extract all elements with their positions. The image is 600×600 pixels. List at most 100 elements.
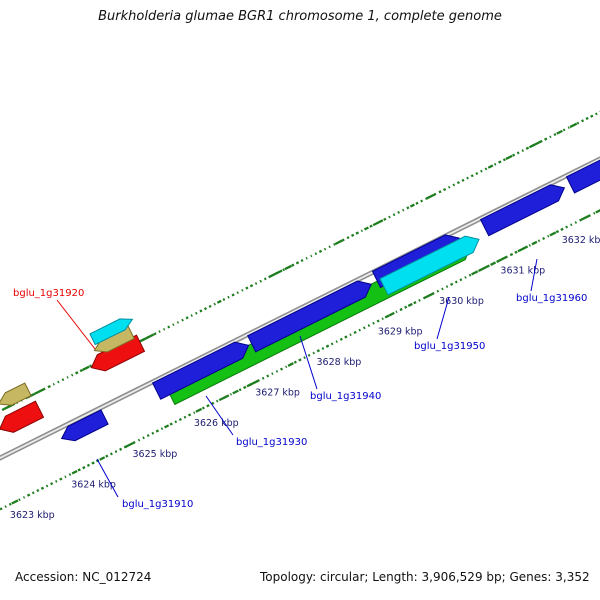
ruler-ring-dash bbox=[595, 112, 598, 116]
ruler-ring-dash bbox=[539, 139, 543, 143]
ruler-ring-dash bbox=[295, 261, 300, 265]
ruler-ring-dash bbox=[353, 330, 357, 335]
kbp-tick-label: 3624 kbp bbox=[71, 479, 116, 490]
ruler-ring-dash bbox=[516, 151, 520, 155]
gene-label-bglu_1g31920[interactable]: bglu_1g31920 bbox=[13, 288, 84, 299]
gene-label-bglu_1g31950[interactable]: bglu_1g31950 bbox=[414, 341, 485, 352]
ruler-ring-dash bbox=[549, 231, 557, 237]
kbp-tick-label: 3625 kbp bbox=[133, 449, 178, 460]
ruler-ring-dash bbox=[484, 167, 488, 171]
gene-label-leader bbox=[56, 299, 96, 350]
ruler-ring-dash bbox=[245, 286, 249, 290]
ruler-ring-dash bbox=[236, 291, 239, 294]
ruler-ring-dash bbox=[335, 340, 338, 343]
ruler-ring-dash bbox=[480, 169, 483, 173]
ruler-ring-dash bbox=[61, 378, 65, 382]
ruler-ring-dash bbox=[26, 493, 31, 497]
ruler-ring-dash bbox=[238, 388, 242, 392]
ruler-ring-dash bbox=[282, 268, 286, 272]
ruler-ring-dash bbox=[574, 221, 578, 224]
ruler-ring-dash bbox=[418, 298, 421, 302]
ruler-ring-dash bbox=[137, 438, 141, 442]
ruler-ring-dash bbox=[585, 116, 589, 121]
ruler-ring-dash bbox=[305, 256, 308, 260]
gene-arrow[interactable] bbox=[565, 145, 600, 194]
ruler-ring-dash bbox=[181, 318, 184, 322]
ruler-ring-dash bbox=[555, 230, 560, 234]
gene-arrow-bglu_1g31960[interactable] bbox=[479, 184, 566, 237]
ruler-ring-dash bbox=[334, 239, 344, 246]
ruler-ring-dash bbox=[477, 269, 481, 273]
gene-label-bglu_1g31910[interactable]: bglu_1g31910 bbox=[122, 499, 193, 510]
ruler-ring-dash bbox=[333, 243, 336, 246]
ruler-ring-dash bbox=[293, 360, 297, 364]
ruler-ring-dash bbox=[71, 469, 78, 475]
ruler-ring-dash bbox=[471, 270, 479, 276]
ruler-ring-dash bbox=[109, 452, 113, 456]
ruler-ring-dash bbox=[79, 368, 84, 373]
gene-arrow[interactable] bbox=[0, 382, 32, 406]
ruler-ring-dash bbox=[531, 140, 542, 147]
ruler-ring-dash bbox=[1, 407, 5, 412]
ruler-ring-dash bbox=[426, 193, 436, 200]
ruler-ring-dash bbox=[372, 321, 375, 325]
gene-label-bglu_1g31940[interactable]: bglu_1g31940 bbox=[310, 391, 381, 402]
ruler-ring-dash bbox=[303, 356, 306, 360]
ruler-ring-dash bbox=[316, 349, 320, 353]
ruler-ring-dash bbox=[249, 284, 254, 288]
ruler-ring-dash bbox=[565, 225, 569, 229]
ruler-ring-dash bbox=[119, 447, 123, 451]
ruler-ring-dash bbox=[392, 213, 396, 217]
ruler-ring-dash bbox=[307, 353, 311, 357]
ruler-ring-dash bbox=[553, 133, 557, 137]
gene-arrow[interactable] bbox=[151, 341, 250, 400]
gene-arrow-bglu_1g31940[interactable] bbox=[247, 280, 372, 353]
gene-arrow[interactable] bbox=[89, 318, 134, 346]
ruler-ring-dash bbox=[590, 114, 594, 118]
gene-label-bglu_1g31930[interactable]: bglu_1g31930 bbox=[236, 437, 307, 448]
ruler-ring-dash bbox=[466, 176, 469, 180]
ruler-ring-dash bbox=[275, 370, 279, 373]
ruler-ring-dash bbox=[355, 231, 360, 235]
ruler-ring-dash bbox=[342, 238, 345, 242]
ruler-ring-dash bbox=[0, 507, 3, 511]
ruler-ring-dash bbox=[45, 484, 49, 488]
ruler-ring-dash bbox=[461, 178, 465, 182]
ruler-ring-dash bbox=[203, 307, 208, 311]
ruler-ring-dash bbox=[241, 288, 244, 292]
gene-arrow-bglu_1g31950[interactable] bbox=[379, 235, 480, 296]
ruler-ring-dash bbox=[229, 392, 233, 396]
ruler-ring-dash bbox=[407, 302, 413, 307]
ruler-ring-dash bbox=[318, 249, 323, 253]
ruler-ring-dash bbox=[580, 214, 590, 221]
ruler-ring-dash bbox=[231, 293, 235, 297]
ruler-ring-dash bbox=[358, 328, 361, 332]
ruler-ring-dash bbox=[206, 404, 210, 408]
ruler-ring-dash bbox=[464, 276, 467, 279]
ruler-ring-dash bbox=[581, 119, 585, 123]
ruler-ring-dash bbox=[50, 482, 54, 486]
ruler-ring-dash bbox=[360, 229, 363, 233]
ruler-ring-dash bbox=[431, 291, 435, 295]
ruler-ring-dash bbox=[542, 236, 546, 240]
ruler-ring-dash bbox=[409, 203, 415, 208]
ruler-ring-dash bbox=[443, 187, 447, 192]
gene-label-bglu_1g31960[interactable]: bglu_1g31960 bbox=[516, 293, 587, 304]
ruler-ring-dash bbox=[570, 223, 573, 227]
gene-arrow[interactable] bbox=[0, 400, 45, 433]
ruler-ring-dash bbox=[367, 324, 371, 327]
ruler-ring-dash bbox=[75, 371, 79, 375]
ruler-ring-dash bbox=[346, 236, 350, 240]
kbp-tick-label: 3629 kbp bbox=[378, 327, 423, 338]
ruler-ring-dash bbox=[8, 502, 12, 506]
ruler-ring-dash bbox=[218, 396, 225, 402]
gene-arrow-bglu_1g31910[interactable] bbox=[60, 409, 109, 442]
ruler-ring-dash bbox=[82, 466, 86, 470]
ruler-ring-dash bbox=[275, 269, 283, 275]
ruler-ring-dash bbox=[158, 330, 161, 333]
ruler-ring-dash bbox=[486, 264, 490, 268]
ruler-ring-dash bbox=[402, 208, 405, 212]
ruler-ring-dash bbox=[487, 164, 494, 169]
ruler-ring-dash bbox=[66, 376, 69, 379]
